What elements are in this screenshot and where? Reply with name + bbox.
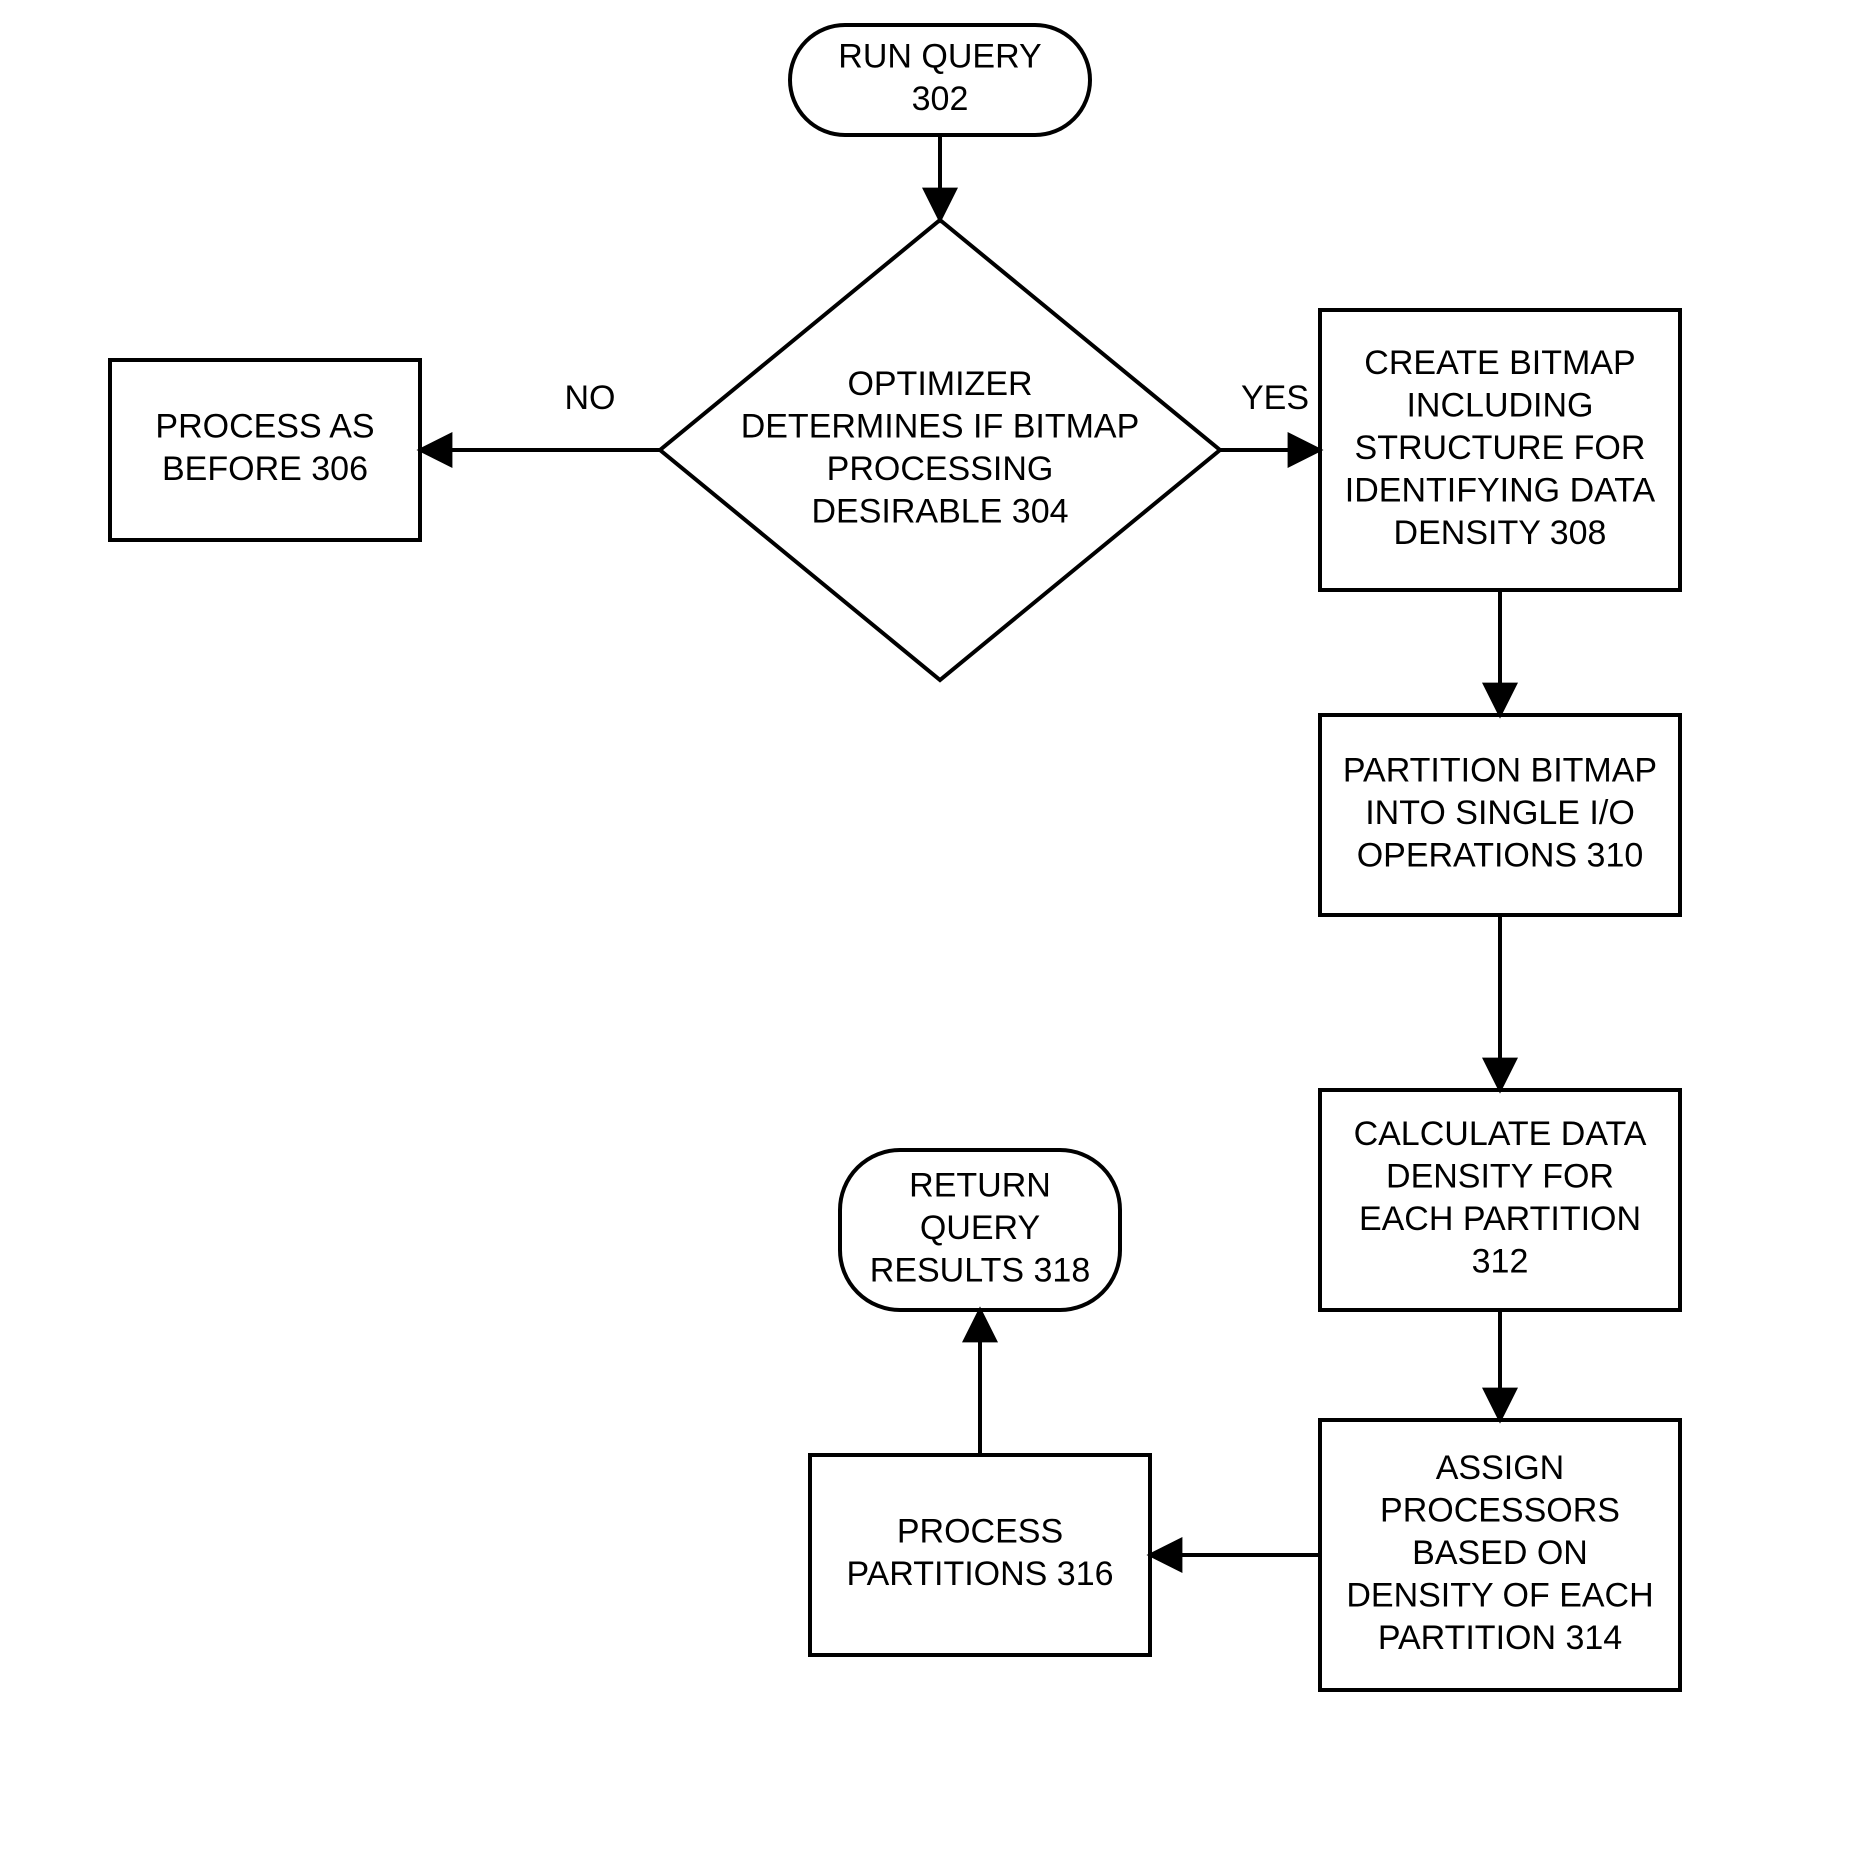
svg-text:PROCESSING: PROCESSING bbox=[827, 450, 1054, 488]
svg-text:BEFORE 306: BEFORE 306 bbox=[162, 450, 368, 488]
svg-text:PARTITIONS 316: PARTITIONS 316 bbox=[846, 1555, 1113, 1593]
svg-text:RUN QUERY: RUN QUERY bbox=[838, 38, 1041, 76]
svg-text:PARTITION BITMAP: PARTITION BITMAP bbox=[1343, 751, 1657, 789]
svg-text:BASED ON: BASED ON bbox=[1412, 1534, 1588, 1572]
svg-text:RETURN: RETURN bbox=[909, 1166, 1051, 1204]
svg-text:PROCESS: PROCESS bbox=[897, 1513, 1063, 1551]
svg-text:PROCESSORS: PROCESSORS bbox=[1380, 1491, 1620, 1529]
svg-text:STRUCTURE FOR: STRUCTURE FOR bbox=[1355, 429, 1646, 467]
svg-text:DENSITY FOR: DENSITY FOR bbox=[1386, 1158, 1614, 1196]
svg-text:DENSITY OF EACH: DENSITY OF EACH bbox=[1346, 1576, 1653, 1614]
svg-text:ASSIGN: ASSIGN bbox=[1436, 1449, 1564, 1487]
svg-text:OPTIMIZER: OPTIMIZER bbox=[847, 365, 1032, 403]
svg-text:RESULTS 318: RESULTS 318 bbox=[870, 1251, 1090, 1289]
flowchart-diagram: RUN QUERY 302 OPTIMIZER DETERMINES IF BITMA… bbox=[0, 0, 1863, 1863]
edge-label-1: NO bbox=[565, 379, 616, 417]
svg-text:DENSITY 308: DENSITY 308 bbox=[1394, 514, 1607, 552]
svg-text:QUERY: QUERY bbox=[920, 1209, 1040, 1247]
svg-text:PARTITION 314: PARTITION 314 bbox=[1378, 1619, 1622, 1657]
svg-text:OPERATIONS 310: OPERATIONS 310 bbox=[1357, 836, 1644, 874]
svg-text:312: 312 bbox=[1472, 1243, 1529, 1281]
edge-label-2: YES bbox=[1241, 379, 1309, 417]
svg-text:PROCESS AS: PROCESS AS bbox=[155, 408, 374, 446]
svg-text:INTO SINGLE I/O: INTO SINGLE I/O bbox=[1365, 794, 1635, 832]
svg-text:DETERMINES IF BITMAP: DETERMINES IF BITMAP bbox=[741, 408, 1140, 446]
svg-text:CREATE BITMAP: CREATE BITMAP bbox=[1364, 344, 1635, 382]
svg-text:EACH PARTITION: EACH PARTITION bbox=[1359, 1200, 1641, 1238]
svg-text:DESIRABLE 304: DESIRABLE 304 bbox=[811, 493, 1068, 531]
svg-text:IDENTIFYING DATA: IDENTIFYING DATA bbox=[1345, 471, 1656, 509]
svg-text:302: 302 bbox=[912, 80, 969, 118]
svg-text:INCLUDING: INCLUDING bbox=[1406, 386, 1593, 424]
svg-text:CALCULATE DATA: CALCULATE DATA bbox=[1354, 1115, 1647, 1153]
